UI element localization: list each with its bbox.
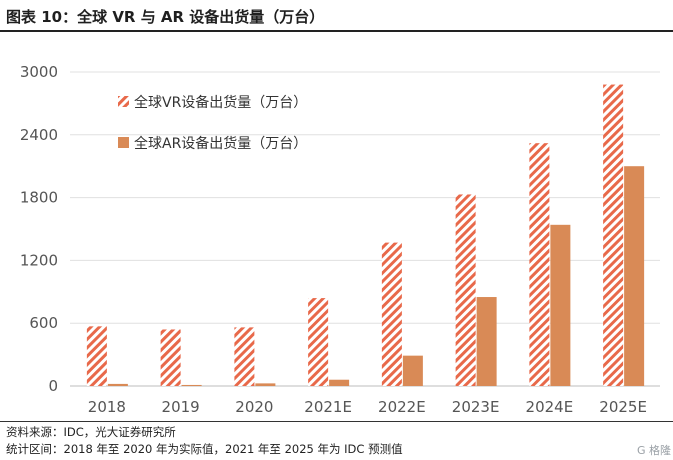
- y-tick-label: 1200: [20, 251, 58, 269]
- x-tick-label: 2022E: [378, 398, 426, 416]
- bar-ar-2019: [181, 384, 202, 386]
- bar-vr-2022E: [381, 242, 402, 386]
- legend-swatch-ar: [118, 137, 129, 148]
- bar-vr-2025E: [603, 84, 624, 386]
- bar-ar-2018: [107, 383, 128, 386]
- bar-vr-2019: [160, 329, 181, 386]
- bar-vr-2018: [86, 326, 107, 386]
- stat-range-note: 统计区间：2018 年至 2020 年为实际值，2021 年至 2025 年为 …: [6, 442, 403, 456]
- bar-vr-2023E: [455, 194, 476, 386]
- bar-chart: 0 600 1200 1800 2400 3000 2018 2019 2020 2021E 202…: [20, 63, 660, 416]
- bar-ar-2020: [255, 383, 276, 386]
- chart-title: 图表 10：全球 VR 与 AR 设备出货量（万台）: [6, 8, 325, 26]
- watermark-logo: G 格隆: [636, 444, 671, 457]
- y-tick-label: 600: [29, 314, 58, 332]
- legend-label-vr: 全球VR设备出货量（万台）: [134, 94, 307, 111]
- x-tick-label: 2021E: [304, 398, 352, 416]
- legend-label-ar: 全球AR设备出货量（万台）: [134, 135, 307, 152]
- bar-ar-2024E: [550, 224, 571, 386]
- footer-divider: [0, 421, 673, 422]
- y-tick-label: 0: [48, 377, 58, 395]
- bar-vr-2020: [234, 327, 255, 386]
- x-tick-label: 2024E: [526, 398, 574, 416]
- x-tick-label: 2023E: [452, 398, 500, 416]
- y-tick-label: 1800: [20, 189, 58, 207]
- bar-ar-2021E: [329, 379, 350, 386]
- title-divider: [0, 30, 673, 32]
- x-tick-label: 2020: [235, 398, 273, 416]
- bar-vr-2024E: [529, 143, 550, 386]
- x-tick-label: 2019: [162, 398, 200, 416]
- bar-vr-2021E: [308, 298, 329, 386]
- bar-ar-2023E: [476, 297, 497, 386]
- bar-ar-2025E: [624, 166, 645, 386]
- legend-swatch-vr: [118, 96, 129, 107]
- y-tick-label: 2400: [20, 126, 58, 144]
- x-tick-label: 2025E: [599, 398, 647, 416]
- bar-ar-2022E: [402, 355, 423, 386]
- source-note: 资料来源：IDC，光大证券研究所: [6, 425, 176, 439]
- x-tick-label: 2018: [88, 398, 126, 416]
- y-tick-label: 3000: [20, 63, 58, 81]
